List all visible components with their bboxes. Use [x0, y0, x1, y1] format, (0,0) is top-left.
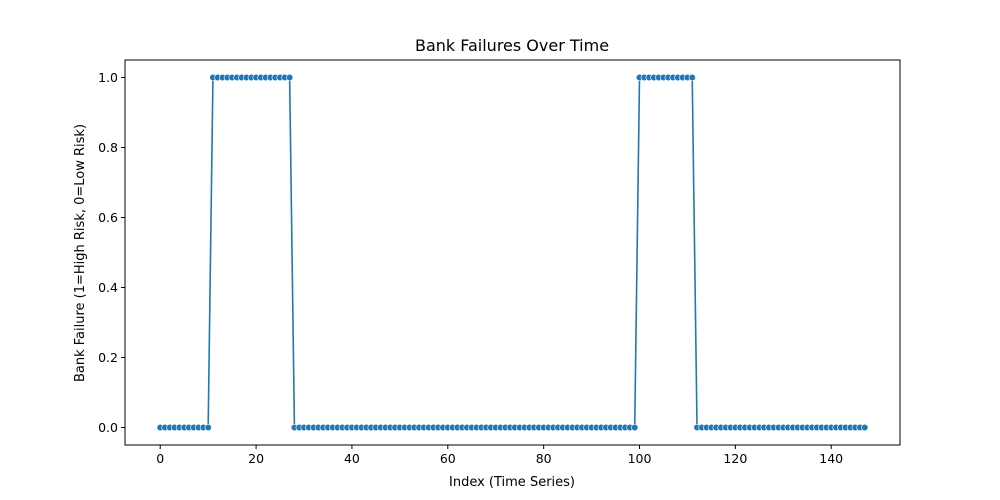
y-tick-label: 0.2 [98, 350, 118, 365]
plot-area: 0 20 40 60 80 100 120 140 0.0 0.2 0.4 0.6 0.8 1.0 [98, 59, 901, 466]
chart-title: Bank Failures Over Time [415, 36, 609, 55]
x-tick-label: 40 [344, 451, 360, 466]
y-tick-label: 0.8 [98, 140, 118, 155]
y-tick-label: 0.6 [98, 210, 118, 225]
x-tick-label: 80 [536, 451, 552, 466]
x-tick-label: 20 [248, 451, 264, 466]
data-point [286, 73, 294, 82]
x-tick-label: 100 [628, 451, 652, 466]
y-axis-label: Bank Failure (1=High Risk, 0=Low Risk) [73, 124, 88, 382]
axes-frame [124, 59, 901, 446]
data-point [688, 73, 696, 82]
x-tick-label: 120 [723, 451, 747, 466]
y-tick-label: 1.0 [98, 70, 118, 85]
data-point [631, 423, 639, 432]
data-point [204, 423, 212, 432]
x-tick-label: 60 [440, 451, 456, 466]
x-tick-label: 0 [156, 451, 164, 466]
y-tick-label: 0.4 [98, 280, 118, 295]
x-axis-label: Index (Time Series) [449, 475, 575, 490]
y-tick-label: 0.0 [98, 420, 118, 435]
x-tick-label: 140 [819, 451, 843, 466]
data-point [861, 423, 869, 432]
